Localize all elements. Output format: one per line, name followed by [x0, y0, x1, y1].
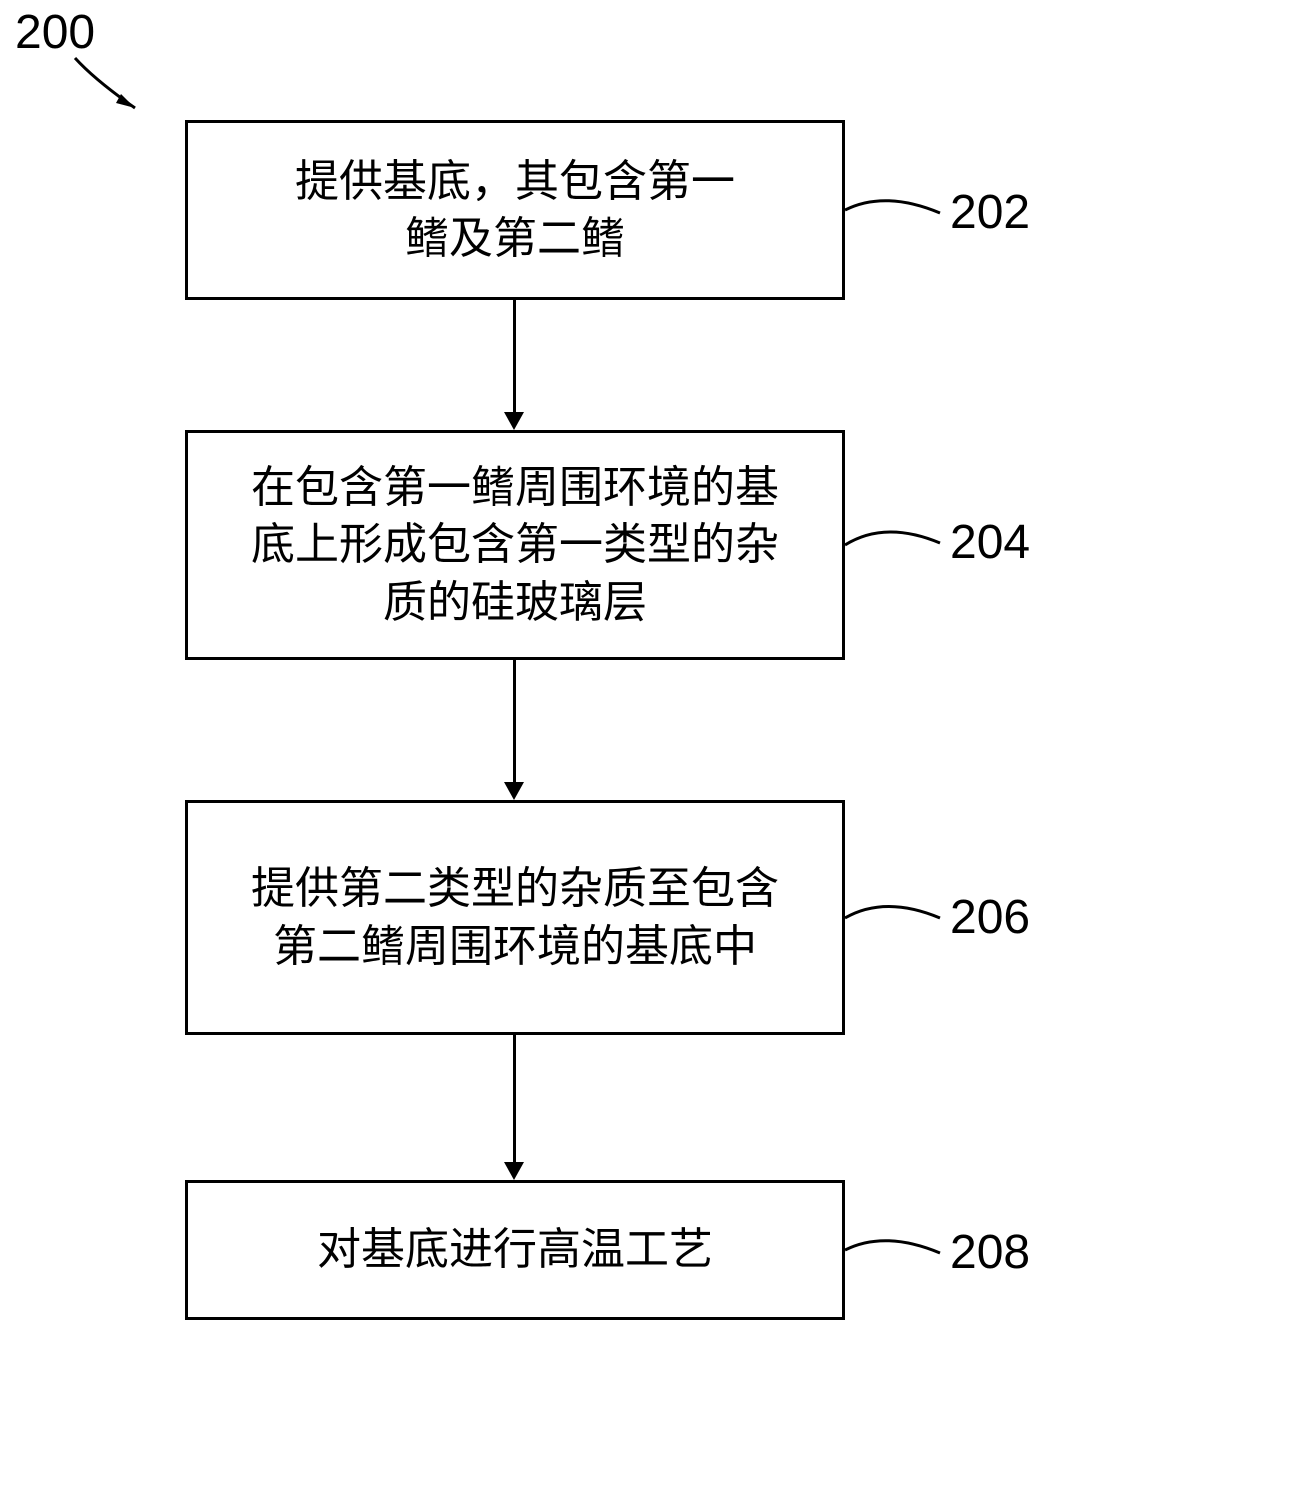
- step-text-204: 在包含第一鳍周围环境的基 底上形成包含第一类型的杂 质的硅玻璃层: [251, 459, 779, 631]
- step-box-204: 在包含第一鳍周围环境的基 底上形成包含第一类型的杂 质的硅玻璃层: [185, 430, 845, 660]
- step-202-line2: 鳍及第二鳍: [405, 214, 625, 263]
- step-box-208: 对基底进行高温工艺: [185, 1180, 845, 1320]
- arrow-1-head: [504, 412, 524, 430]
- step-label-204-text: 204: [950, 516, 1030, 569]
- arrow-3-line: [513, 1035, 516, 1162]
- step-208-line1: 对基底进行高温工艺: [317, 1225, 713, 1274]
- step-204-line1: 在包含第一鳍周围环境的基: [251, 463, 779, 512]
- step-label-206-text: 206: [950, 891, 1030, 944]
- arrow-3-head: [504, 1162, 524, 1180]
- step-label-208-text: 208: [950, 1226, 1030, 1279]
- step-box-206: 提供第二类型的杂质至包含 第二鳍周围环境的基底中: [185, 800, 845, 1035]
- arrow-1-line: [513, 300, 516, 412]
- step-text-206: 提供第二类型的杂质至包含 第二鳍周围环境的基底中: [251, 860, 779, 974]
- step-text-208: 对基底进行高温工艺: [317, 1221, 713, 1278]
- step-text-202: 提供基底，其包含第一 鳍及第二鳍: [295, 153, 735, 267]
- step-box-202: 提供基底，其包含第一 鳍及第二鳍: [185, 120, 845, 300]
- connector-208: [845, 1235, 955, 1275]
- step-206-line1: 提供第二类型的杂质至包含: [251, 864, 779, 913]
- connector-206: [845, 900, 955, 940]
- step-206-line2: 第二鳍周围环境的基底中: [273, 922, 757, 971]
- step-label-202-text: 202: [950, 186, 1030, 239]
- connector-202: [845, 195, 955, 235]
- figure-label-arrow: [65, 50, 155, 120]
- step-label-208: 208: [950, 1225, 1030, 1280]
- step-label-204: 204: [950, 515, 1030, 570]
- step-label-206: 206: [950, 890, 1030, 945]
- step-204-line2: 底上形成包含第一类型的杂: [251, 520, 779, 569]
- connector-204: [845, 525, 955, 565]
- step-label-202: 202: [950, 185, 1030, 240]
- step-204-line3: 质的硅玻璃层: [383, 578, 647, 627]
- flowchart-container: 200 提供基底，其包含第一 鳍及第二鳍 202 在包含第一鳍周围环境的基 底上…: [0, 0, 1310, 1492]
- arrow-2-head: [504, 782, 524, 800]
- arrow-2-line: [513, 660, 516, 782]
- step-202-line1: 提供基底，其包含第一: [295, 157, 735, 206]
